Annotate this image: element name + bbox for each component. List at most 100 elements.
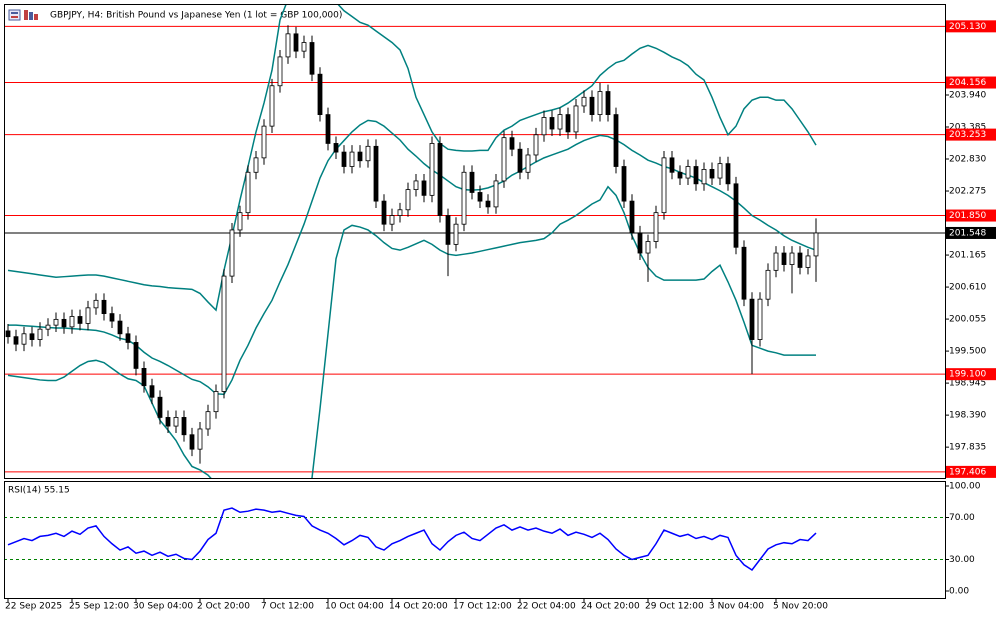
candle-body <box>261 125 267 159</box>
candle-body <box>557 114 563 130</box>
candle-body <box>613 114 619 167</box>
rsi-title: RSI(14) 55.15 <box>8 486 70 496</box>
candle-body <box>621 166 627 202</box>
candle-body <box>61 318 67 328</box>
candle-body <box>125 333 131 343</box>
candle-body <box>413 180 419 190</box>
chart-title: GBPJPY, H4: British Pound vs Japanese Ye… <box>50 11 342 21</box>
candle-body <box>741 246 747 300</box>
y-tick-label: 198.945 <box>949 379 986 389</box>
y-tick-label: 203.385 <box>949 122 986 132</box>
candle-body <box>173 417 179 427</box>
x-tick-label: 17 Oct 12:00 <box>453 602 512 612</box>
candle-body <box>605 91 611 115</box>
candle-body <box>453 223 459 245</box>
candle-body <box>341 151 347 167</box>
level-label: 203.253 <box>949 130 986 140</box>
candle-body <box>69 316 75 328</box>
candle-body <box>669 157 675 173</box>
candle-body <box>541 117 547 136</box>
axes: 197.835 198.390 198.945 199.500 200.055 200.6… <box>5 20 996 612</box>
candle-body <box>397 209 403 216</box>
candle-body <box>717 163 723 179</box>
candle-body <box>93 299 99 309</box>
rsi-plot <box>5 507 945 572</box>
candle-body <box>405 189 411 211</box>
x-tick-label: 10 Oct 04:00 <box>325 602 384 612</box>
candle-body <box>101 299 107 315</box>
main-panel-frame <box>4 4 946 479</box>
candle-body <box>357 151 363 162</box>
x-tick-label: 2 Oct 20:00 <box>197 602 250 612</box>
candle-body <box>653 212 659 242</box>
candle-body <box>661 157 667 214</box>
x-tick-label: 3 Nov 04:00 <box>709 602 764 612</box>
level-label-box <box>946 20 996 33</box>
rsi-panel-frame <box>4 481 946 599</box>
candle-body <box>117 320 123 335</box>
y-tick-label: 201.165 <box>949 251 986 261</box>
candle-body <box>765 269 771 300</box>
candle-body <box>781 252 787 265</box>
x-tick-label: 22 Oct 04:00 <box>517 602 576 612</box>
y-tick-label: 202.830 <box>949 155 986 165</box>
candle-body <box>797 252 803 268</box>
candle-body <box>381 200 387 225</box>
candle-body <box>709 168 715 179</box>
candle-body <box>109 313 115 322</box>
candle-body <box>229 229 235 277</box>
candle-body <box>533 134 539 156</box>
symbol-icons <box>8 9 38 21</box>
y-tick-label: 30.00 <box>949 555 975 565</box>
candle-body <box>5 330 11 338</box>
candle-body <box>637 232 643 254</box>
candle-body <box>45 324 51 330</box>
candle-body <box>293 33 299 52</box>
candle-body <box>581 96 587 107</box>
level-label: 199.100 <box>949 370 986 380</box>
candle-body <box>437 143 443 216</box>
x-tick-label: 7 Oct 12:00 <box>261 602 314 612</box>
y-tick-label: 203.940 <box>949 90 986 100</box>
y-tick-label: 198.390 <box>949 411 986 421</box>
candle-body <box>565 114 571 133</box>
candle-body <box>189 434 195 450</box>
candle-body <box>333 143 339 153</box>
candle-body <box>157 396 163 418</box>
x-tick-label: 5 Nov 20:00 <box>773 602 828 612</box>
candle-body <box>77 316 83 324</box>
y-tick-label: 70.00 <box>949 513 975 523</box>
candle-body <box>693 166 699 185</box>
candle-body <box>37 328 43 340</box>
candle-body <box>29 333 35 340</box>
candle-body <box>181 417 187 436</box>
candle-body <box>629 200 635 234</box>
candle-body <box>573 105 579 133</box>
y-tick-label: 199.500 <box>949 347 986 357</box>
candle-body <box>501 137 507 182</box>
level-label-box <box>946 209 996 222</box>
candle-body <box>813 232 819 257</box>
candle-body <box>421 180 427 196</box>
candle-body <box>245 171 251 214</box>
candle-body <box>517 148 523 173</box>
candle-body <box>325 114 331 144</box>
x-tick-label: 30 Sep 04:00 <box>133 602 193 612</box>
candle-body <box>749 298 755 340</box>
level-label: 205.130 <box>949 22 986 32</box>
level-label: 204.156 <box>949 78 986 88</box>
rsi-line <box>7 507 817 572</box>
y-tick-label: 0.00 <box>949 587 969 597</box>
candle-body <box>373 145 379 202</box>
x-tick-label: 22 Sep 2025 <box>5 602 62 612</box>
level-label-box <box>946 76 996 89</box>
candle-body <box>269 85 275 127</box>
candle-body <box>197 428 203 450</box>
candle-body <box>237 212 243 231</box>
candle-body <box>773 252 779 271</box>
candle-body <box>549 117 555 130</box>
candle-body <box>445 215 451 245</box>
